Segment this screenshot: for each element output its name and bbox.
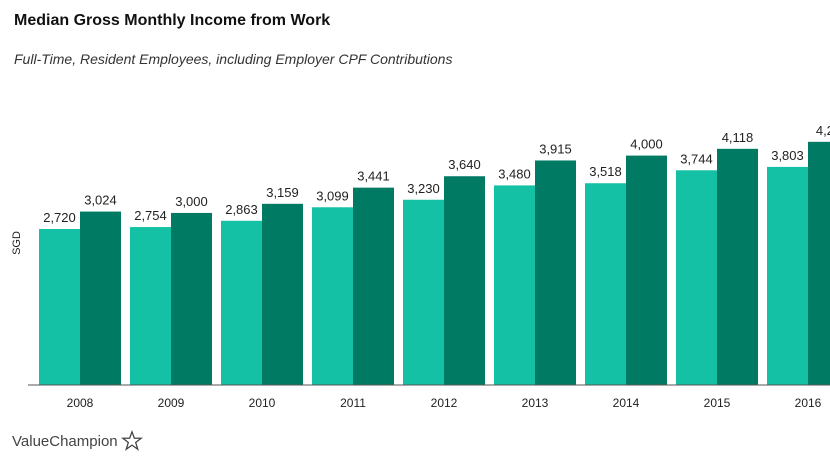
data-label: 3,159 xyxy=(266,185,299,200)
x-tick-label: 2009 xyxy=(158,396,185,410)
data-label: 3,915 xyxy=(539,141,572,156)
data-label: 3,441 xyxy=(357,169,390,184)
data-label: 3,480 xyxy=(498,166,531,181)
brand-logo: ValueChampion xyxy=(12,430,143,452)
data-label: 3,099 xyxy=(316,188,349,203)
bar-2009-1 xyxy=(171,212,212,385)
data-label: 4,24 xyxy=(816,123,830,138)
bar-2010-1 xyxy=(262,203,303,385)
data-label: 3,640 xyxy=(448,157,481,172)
data-label: 3,518 xyxy=(589,164,622,179)
bar-2012-0 xyxy=(403,199,444,385)
bar-2008-0 xyxy=(39,229,80,385)
chart-title: Median Gross Monthly Income from Work xyxy=(14,12,331,29)
x-tick-label: 2013 xyxy=(522,396,549,410)
bar-chart: 2,720 3,024 2008 2,754 3,000 2009 2,863 3,159 20… xyxy=(11,123,830,410)
bar-2011-0 xyxy=(312,207,353,385)
data-label: 4,118 xyxy=(722,130,754,145)
chart-subtitle: Full-Time, Resident Employees, including… xyxy=(14,51,453,67)
bar-2008-1 xyxy=(80,211,121,385)
data-label: 2,720 xyxy=(43,210,76,225)
x-tick-label: 2011 xyxy=(340,396,366,410)
bar-2009-0 xyxy=(130,227,171,385)
x-tick-label: 2012 xyxy=(431,396,458,410)
data-label: 3,230 xyxy=(407,181,440,196)
data-label: 3,744 xyxy=(680,151,713,166)
data-label: 3,803 xyxy=(771,148,804,163)
bar-2012-1 xyxy=(444,176,485,385)
data-label: 3,024 xyxy=(84,193,117,208)
bar-2014-1 xyxy=(626,155,667,385)
data-label: 2,863 xyxy=(225,202,258,217)
brand-name: ValueChampion xyxy=(12,432,118,450)
bar-2016-1 xyxy=(808,141,830,385)
star-outline-icon xyxy=(120,430,143,451)
bar-2011-1 xyxy=(353,187,394,385)
data-label: 3,000 xyxy=(175,194,208,209)
x-tick-label: 2014 xyxy=(613,396,640,410)
bar-2013-1 xyxy=(535,160,576,385)
x-tick-label: 2015 xyxy=(704,396,731,410)
y-axis-label: SGD xyxy=(11,231,23,255)
x-tick-label: 2010 xyxy=(249,396,276,410)
bar-2015-0 xyxy=(676,170,717,385)
bar-2013-0 xyxy=(494,185,535,385)
bar-2016-0 xyxy=(767,166,808,385)
x-tick-label: 2008 xyxy=(67,396,94,410)
bar-2015-1 xyxy=(717,148,758,385)
data-label: 4,000 xyxy=(630,137,663,152)
bar-2010-0 xyxy=(221,220,262,385)
x-tick-label: 2016 xyxy=(795,396,822,410)
bar-2014-0 xyxy=(585,183,626,385)
data-label: 2,754 xyxy=(134,208,167,223)
